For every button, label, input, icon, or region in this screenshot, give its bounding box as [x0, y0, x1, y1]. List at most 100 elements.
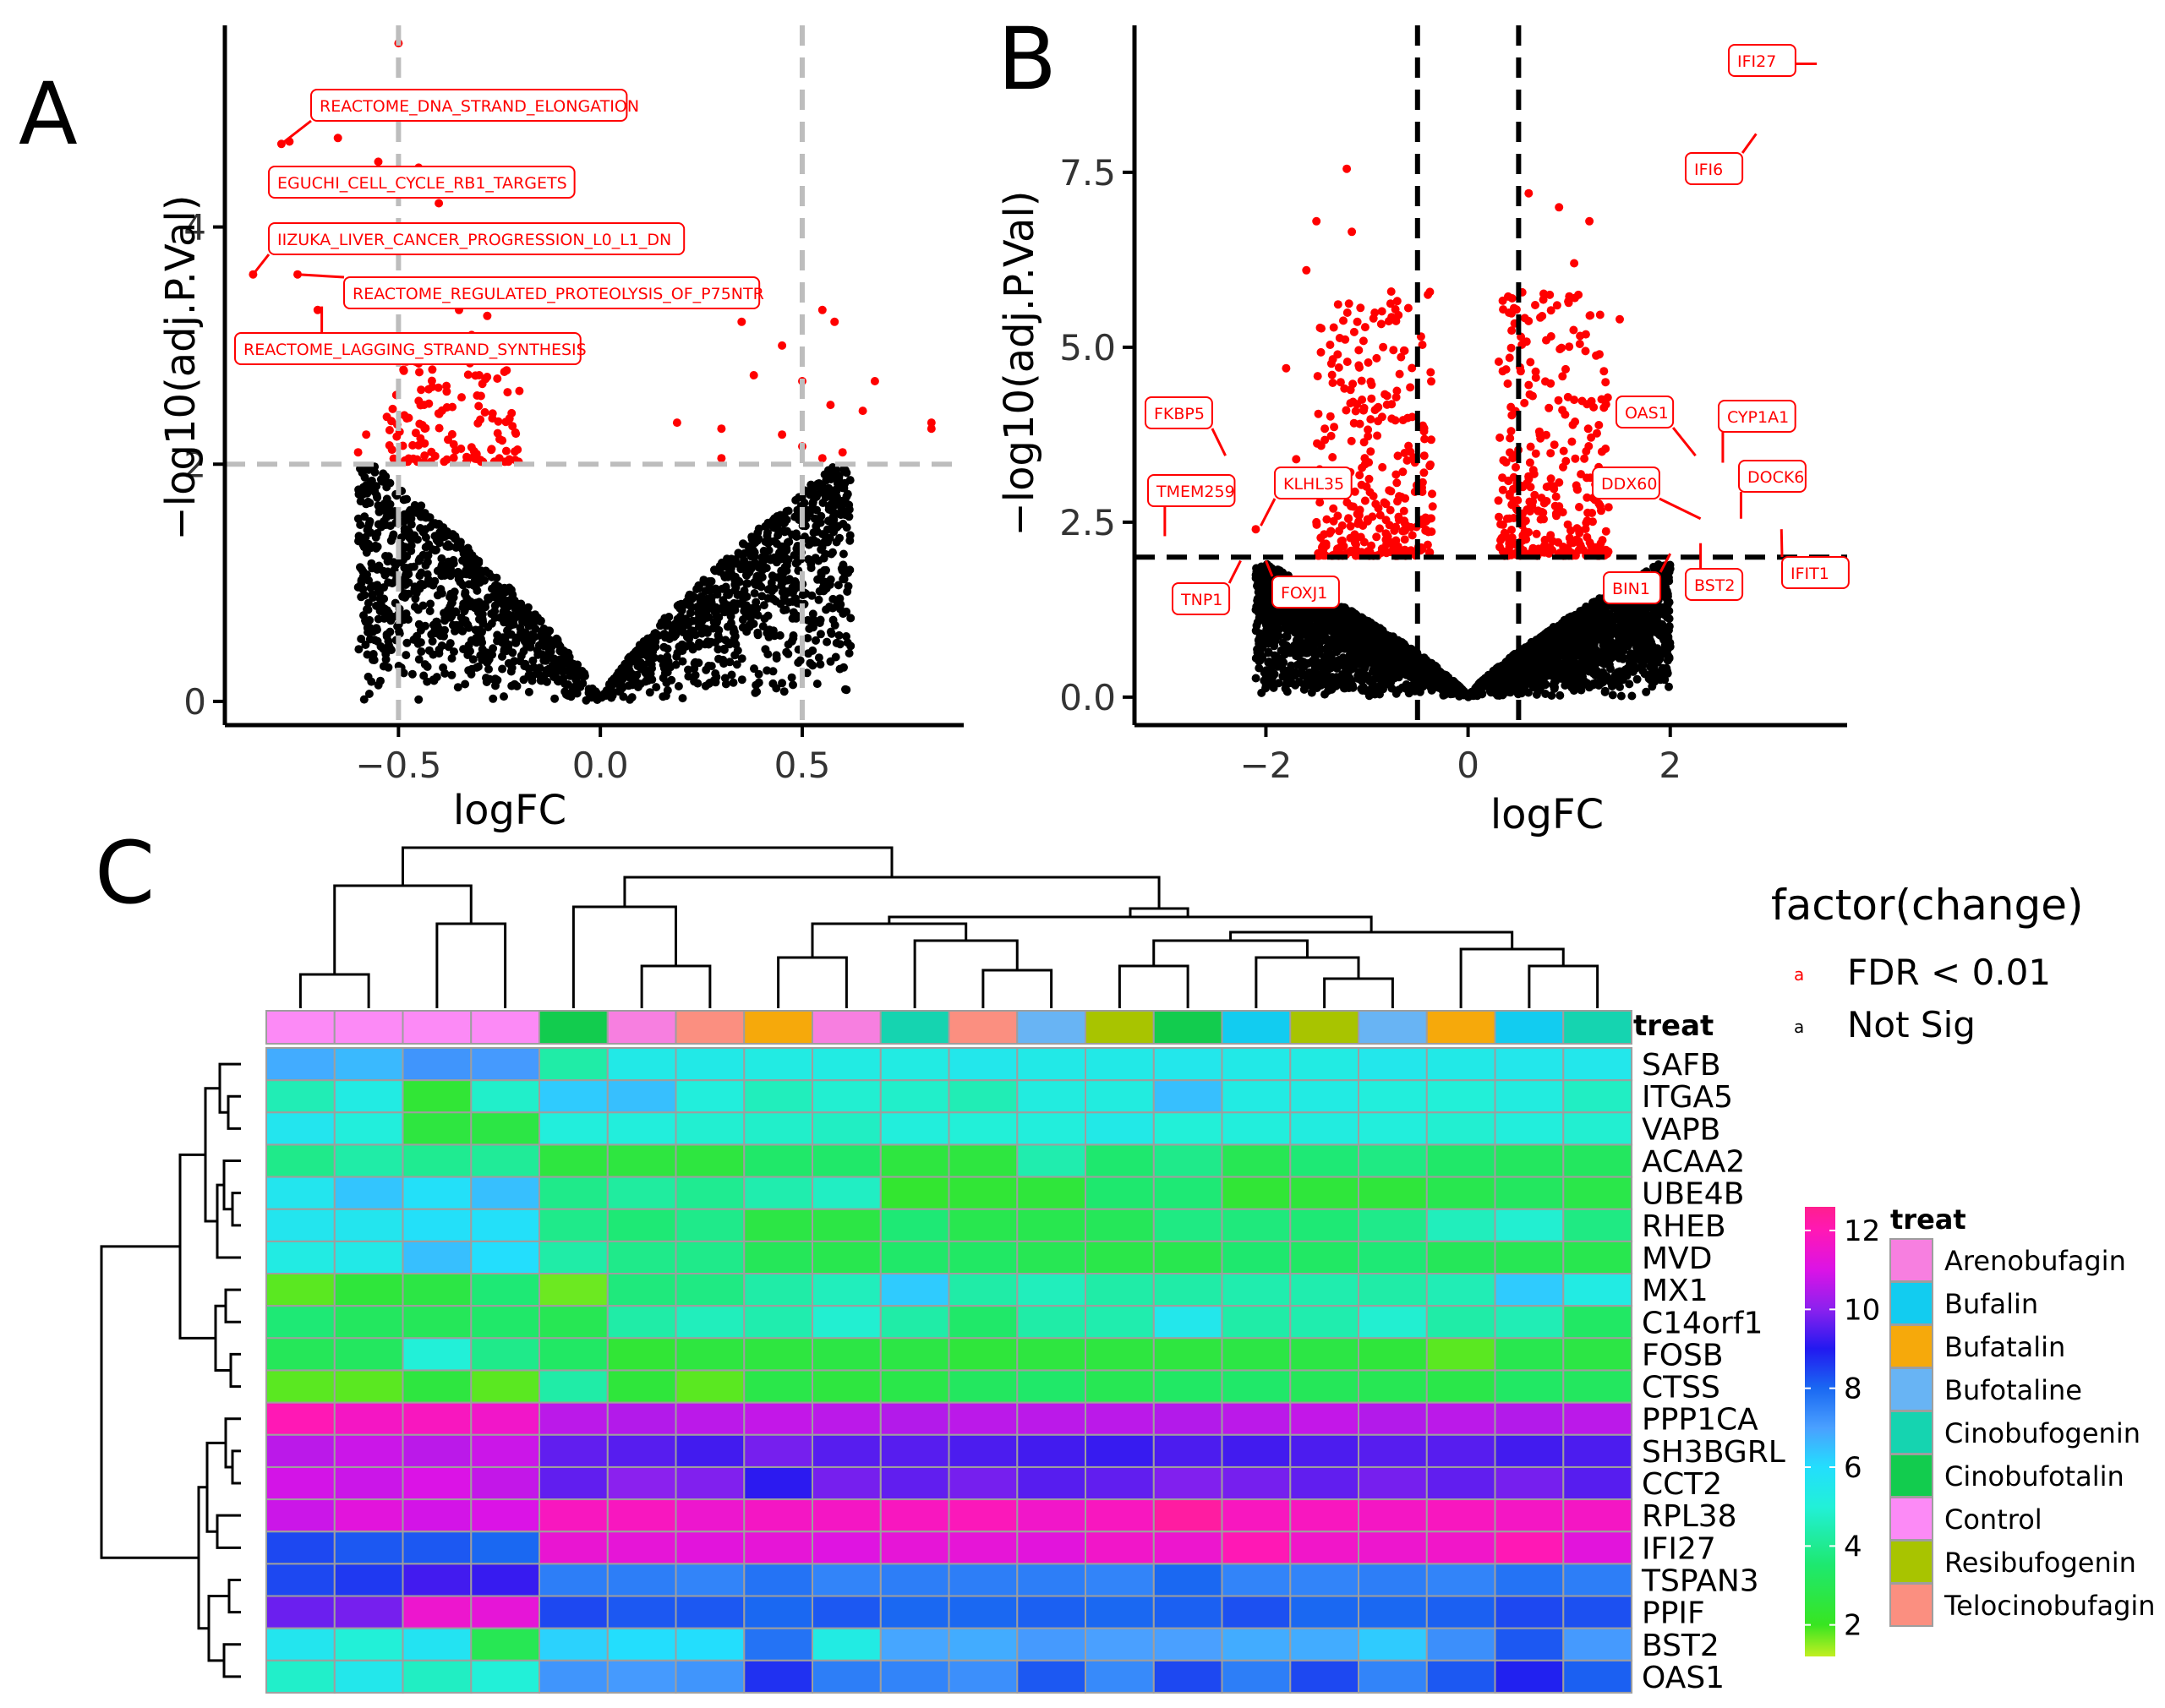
volcano-b-nonsig-point: [1575, 635, 1583, 643]
volcano-b-nonsig-point: [1588, 609, 1596, 618]
volcano-a-nonsig-point: [664, 645, 672, 653]
volcano-a-nonsig-point: [425, 647, 434, 655]
volcano-a-nonsig-point: [817, 568, 825, 576]
volcano-a-nonsig-point: [719, 659, 728, 668]
volcano-b-nonsig-point: [1277, 655, 1286, 663]
volcano-a-sig-point: [504, 457, 512, 466]
volcano-a-nonsig-point: [815, 596, 823, 604]
volcano-b-nonsig-point: [1300, 685, 1309, 694]
volcano-a-labels: REACTOME_DNA_STRAND_ELONGATIONEGUCHI_CEL…: [235, 90, 764, 364]
volcano-a-nonsig-point: [778, 679, 786, 687]
volcano-a-nonsig-point: [694, 608, 703, 617]
volcano-a-nonsig-point: [806, 659, 814, 668]
volcano-a-nonsig-point: [662, 691, 670, 700]
volcano-a-nonsig-point: [367, 678, 375, 686]
volcano-b-nonsig-point: [1431, 675, 1440, 684]
volcano-a-nonsig-point: [821, 471, 829, 479]
volcano-a-nonsig-point: [739, 615, 747, 624]
volcano-a-nonsig-point: [839, 497, 847, 505]
volcano-a-sig-point: [488, 445, 496, 453]
volcano-a-nonsig-point: [401, 525, 409, 533]
volcano-a-nonsig-point: [833, 472, 841, 481]
volcano-a-nonsig-point: [738, 675, 746, 684]
volcano-b-nonsig-point: [1665, 683, 1673, 691]
volcano-b-nonsig-point: [1642, 604, 1650, 613]
volcano-a-nonsig-point: [805, 625, 813, 633]
volcano-a-sig-point: [420, 439, 429, 448]
figure: A REACTOME_DNA_STRAND_ELONGATIONEGUCHI_C…: [0, 0, 2165, 1708]
volcano-a-nonsig-point: [839, 550, 848, 559]
volcano-b-nonsig-point: [1588, 681, 1596, 690]
volcano-a-sig-point: [442, 387, 451, 396]
volcano-b-nonsig-point: [1261, 684, 1270, 692]
volcano-a-nonsig-point: [721, 674, 730, 682]
volcano-a-nonsig-point: [703, 637, 712, 646]
volcano-a-nonsig-point: [568, 689, 577, 697]
volcano-a-sig-point: [421, 424, 429, 433]
volcano-a-nonsig-point: [648, 660, 656, 668]
volcano-a-sig-point: [389, 405, 397, 413]
volcano-a-nonsig-point: [624, 654, 632, 663]
volcano-b-nonsig-point: [1587, 639, 1595, 647]
volcano-a-nonsig-point: [640, 661, 648, 669]
volcano-a-sig-point: [385, 441, 394, 450]
volcano-b-nonsig-point: [1555, 646, 1564, 654]
volcano-a-nonsig-point: [677, 600, 686, 608]
volcano-b-nonsig-point: [1292, 652, 1300, 660]
volcano-a-nonsig-point: [843, 523, 851, 532]
volcano-a-nonsig-point: [400, 517, 408, 526]
volcano-a-nonsig-point: [506, 622, 514, 630]
volcano-b-nonsig-point: [1326, 619, 1334, 627]
volcano-a-nonsig-point: [747, 565, 756, 573]
volcano-a-sig-point: [435, 384, 443, 392]
volcano-a-nonsig-point: [796, 657, 805, 665]
volcano-a-sig-point: [717, 424, 725, 433]
volcano-a-nonsig-point: [832, 510, 840, 518]
volcano-a-nonsig-point: [644, 669, 653, 678]
volcano-a-nonsig-point: [440, 616, 449, 625]
volcano-a-nonsig-point: [507, 586, 516, 594]
volcano-b-nonsig-point: [1523, 679, 1532, 688]
volcano-a-nonsig-point: [768, 571, 777, 580]
volcano-b-nonsig-point: [1577, 686, 1585, 695]
volcano-a-nonsig-point: [512, 634, 521, 642]
volcano-a-nonsig-point: [413, 509, 421, 517]
volcano-a-nonsig-point: [829, 616, 838, 625]
volcano-a-sig-point: [448, 403, 457, 412]
volcano-a-nonsig-point: [674, 615, 682, 624]
volcano-a-nonsig-point: [785, 641, 793, 649]
volcano-a-nonsig-point: [792, 544, 801, 553]
volcano-b-nonsig-point: [1646, 675, 1654, 684]
volcano-a-nonsig-point: [821, 550, 829, 559]
volcano-a-nonsig-point: [705, 577, 713, 586]
volcano-a-nonsig-point: [739, 539, 747, 548]
volcano-a-xtick-label: −0.5: [355, 745, 441, 786]
volcano-a-nonsig-point: [408, 670, 417, 679]
volcano-b-nonsig-point: [1495, 691, 1504, 700]
volcano-a-nonsig-point: [477, 635, 485, 643]
volcano-a-nonsig-point: [702, 682, 710, 690]
volcano-a-nonsig-point: [646, 688, 654, 696]
volcano-b-nonsig-point: [1503, 688, 1512, 696]
volcano-a-label-text: IIZUKA_LIVER_CANCER_PROGRESSION_L0_L1_DN: [277, 231, 671, 249]
volcano-a-nonsig-point: [825, 603, 834, 611]
volcano-a-nonsig-point: [419, 672, 428, 680]
volcano-a-nonsig-point: [447, 607, 456, 615]
volcano-b-nonsig-point: [1271, 634, 1279, 642]
volcano-a-sig-point: [673, 418, 681, 427]
volcano-a-nonsig-point: [469, 655, 478, 663]
volcano-a-sig-point: [830, 318, 839, 326]
volcano-a-nonsig-point: [754, 630, 763, 639]
volcano-b-nonsig-point: [1304, 636, 1313, 645]
volcano-a-nonsig-point: [539, 657, 548, 665]
volcano-a-nonsig-point: [484, 596, 493, 604]
volcano-a-nonsig-point: [748, 535, 757, 543]
volcano-a-nonsig-point: [365, 690, 374, 698]
volcano-b-nonsig-point: [1523, 668, 1531, 677]
volcano-a-nonsig-point: [435, 532, 444, 540]
volcano-a-nonsig-point: [458, 627, 467, 636]
volcano-a-nonsig-point: [710, 565, 719, 574]
volcano-a-nonsig-point: [832, 653, 840, 662]
volcano-a-nonsig-point: [833, 523, 841, 532]
volcano-a-nonsig-point: [667, 676, 675, 685]
